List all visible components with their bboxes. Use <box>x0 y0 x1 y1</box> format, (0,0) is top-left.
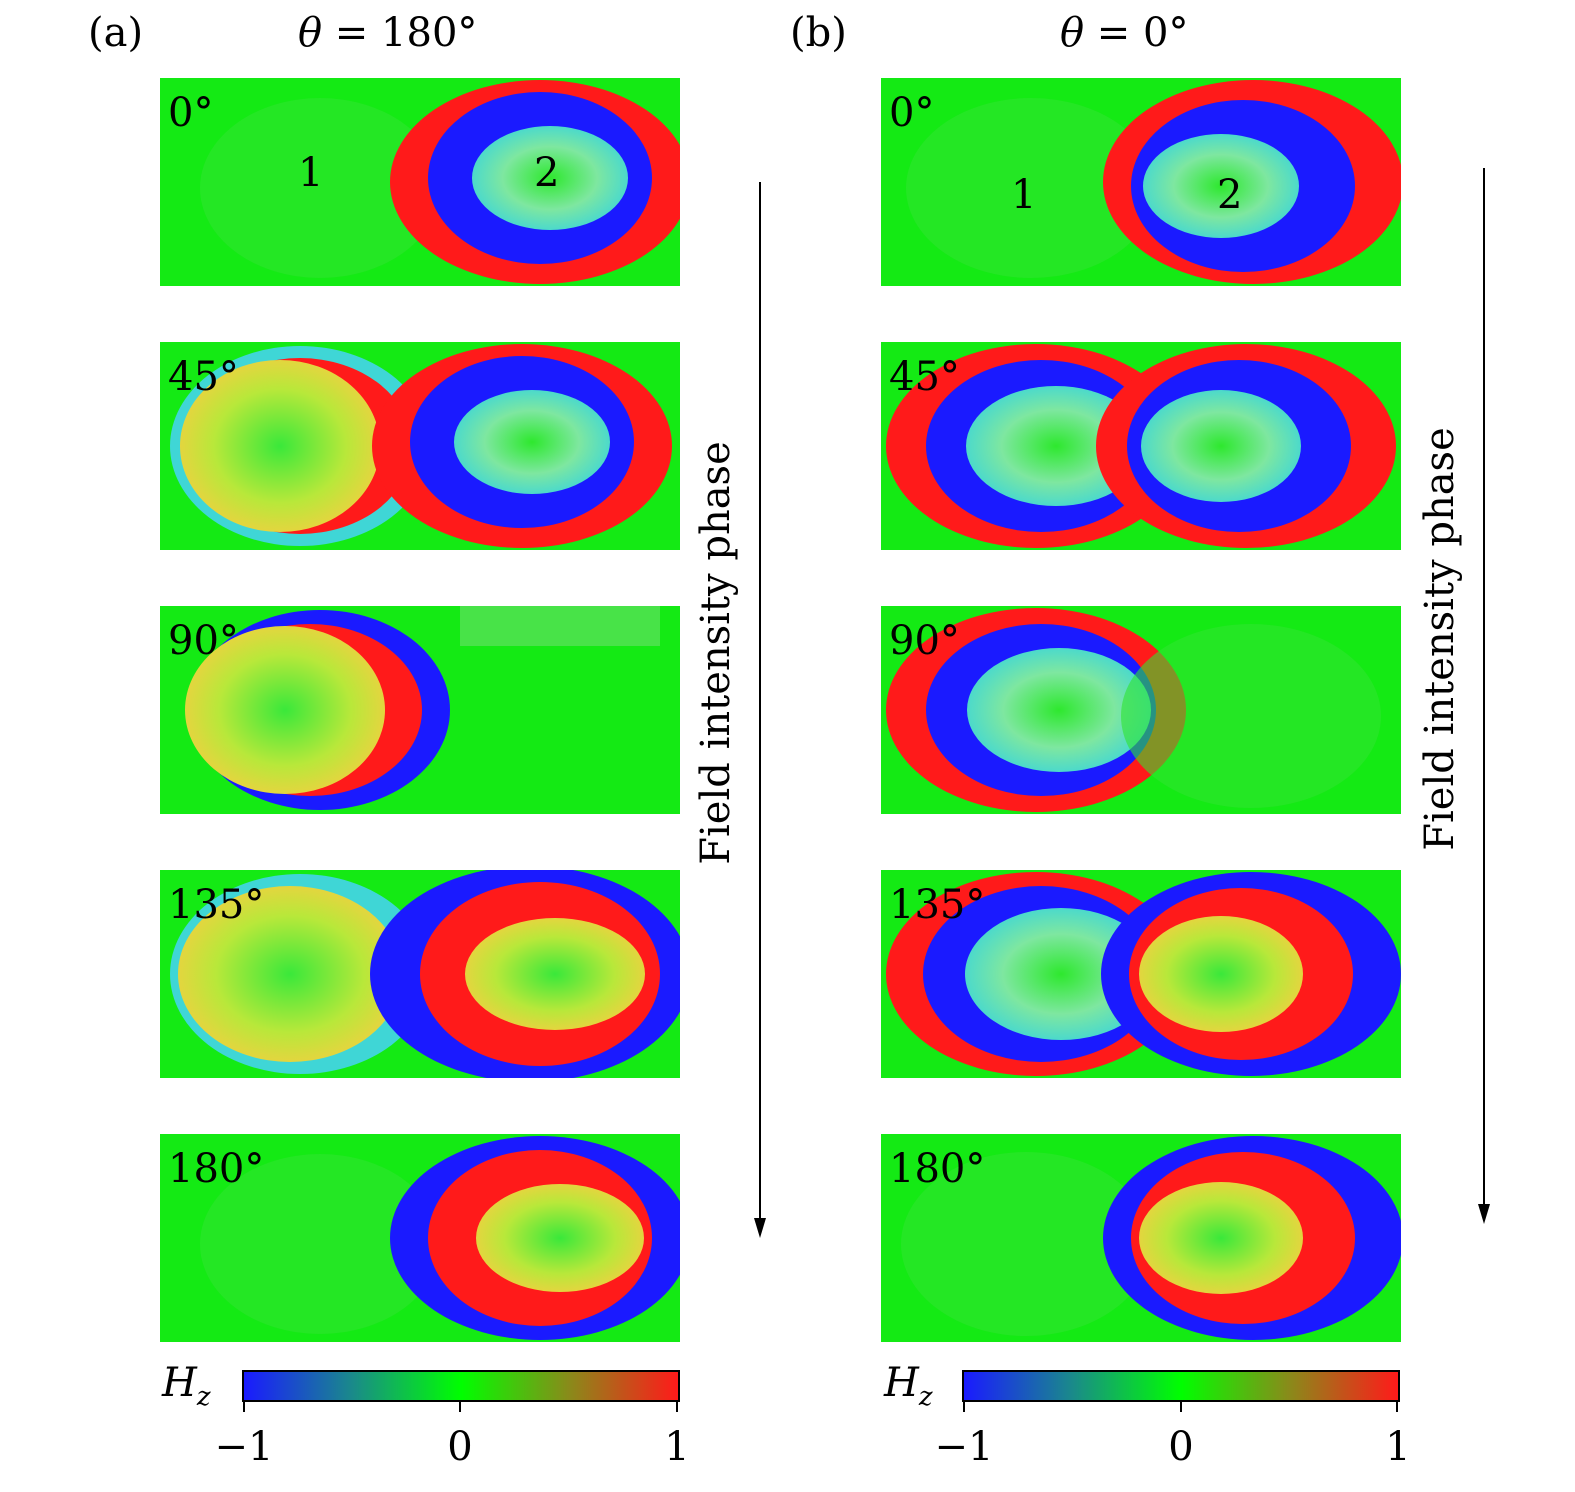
colorbar-b-ticklabel: 0 <box>1168 1424 1194 1470</box>
phase-label: 0° <box>168 90 214 136</box>
colorbar-a-symbol: Hz <box>162 1360 211 1412</box>
colorbar-b-tick <box>1180 1402 1182 1412</box>
panel-a-title-eq: = 180° <box>322 10 478 56</box>
panel-a-phase-0: 0° 1 2 <box>160 78 680 286</box>
panel-a-phase-180: 180° <box>160 1134 680 1342</box>
field-map <box>886 344 1396 548</box>
panel-b-label: (b) <box>790 10 847 56</box>
colorbar-a-ticklabel: 1 <box>664 1424 690 1470</box>
panel-a-phase-45: 45° <box>160 342 680 550</box>
panel-b-phase-0: 0° 1 2 <box>881 78 1401 286</box>
phase-label: 0° <box>889 90 935 136</box>
phase-arrow-a <box>754 182 766 1238</box>
field-map <box>901 1136 1401 1340</box>
field-map <box>200 1136 680 1340</box>
panel-b-phase-135: 135° <box>881 870 1401 1078</box>
resonator-1-label: 1 <box>298 150 324 196</box>
panel-a-label: (a) <box>88 10 144 56</box>
panel-b-phase-45: 45° <box>881 342 1401 550</box>
phase-label: 135° <box>889 882 986 928</box>
panel-b-phase-180: 180° <box>881 1134 1401 1342</box>
phase-label: 180° <box>168 1146 265 1192</box>
side-label-b: Field intensity phase <box>1417 427 1463 851</box>
resonator-2-label: 2 <box>1217 172 1243 218</box>
panel-b-title: θ = 0° <box>1060 10 1189 56</box>
field-map <box>886 608 1381 812</box>
colorbar-b-ticklabel: −1 <box>934 1424 994 1470</box>
panel-b-title-eq: = 0° <box>1084 10 1189 56</box>
phase-label: 90° <box>168 618 239 664</box>
field-map <box>170 870 680 1078</box>
colorbar-b-ticklabel: 1 <box>1385 1424 1411 1470</box>
field-map <box>200 80 680 284</box>
phase-label: 45° <box>168 354 239 400</box>
resonator-1-label: 1 <box>1011 172 1037 218</box>
phase-label: 180° <box>889 1146 986 1192</box>
colorbar-a <box>242 1370 680 1402</box>
colorbar-b-tick <box>1396 1402 1398 1412</box>
colorbar-b <box>962 1370 1400 1402</box>
colorbar-a-ticklabel: 0 <box>447 1424 473 1470</box>
phase-label: 90° <box>889 618 960 664</box>
phase-label: 45° <box>889 354 960 400</box>
phase-label: 135° <box>168 882 265 928</box>
colorbar-b-tick <box>963 1402 965 1412</box>
resonator-2-label: 2 <box>534 150 560 196</box>
colorbar-a-ticklabel: −1 <box>214 1424 274 1470</box>
field-map <box>886 872 1401 1076</box>
panel-b-title-var: θ <box>1060 10 1085 56</box>
field-map <box>185 606 660 810</box>
colorbar-a-tick <box>243 1402 245 1412</box>
field-map <box>170 344 672 548</box>
panel-a-phase-90: 90° <box>160 606 680 814</box>
panel-a-title: θ = 180° <box>298 10 477 56</box>
panel-b-phase-90: 90° <box>881 606 1401 814</box>
panel-a-phase-135: 135° <box>160 870 680 1078</box>
phase-arrow-b <box>1478 168 1490 1224</box>
colorbar-b-symbol: Hz <box>884 1360 933 1412</box>
side-label-a: Field intensity phase <box>693 441 739 865</box>
field-map <box>906 80 1401 284</box>
colorbar-a-tick <box>676 1402 678 1412</box>
panel-a-title-var: θ <box>298 10 323 56</box>
colorbar-a-tick <box>459 1402 461 1412</box>
